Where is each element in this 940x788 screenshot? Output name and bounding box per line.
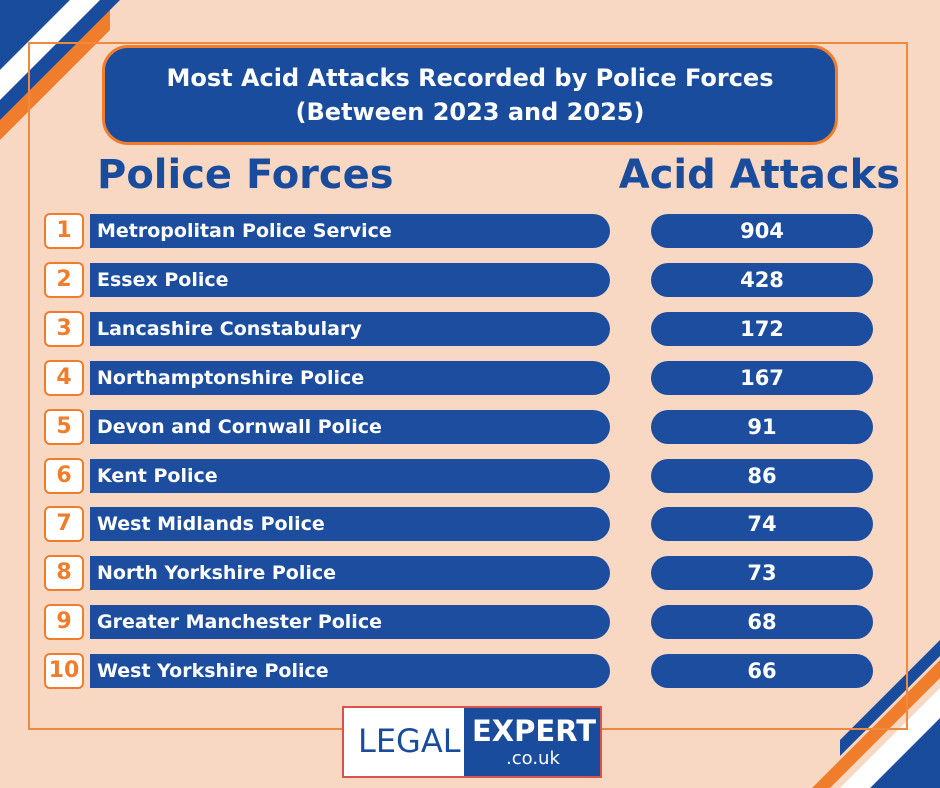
acid-attacks: 68: [651, 605, 873, 640]
rank: 1: [44, 213, 84, 249]
logo-text: LEGAL: [358, 722, 461, 760]
acid-attacks: 66: [651, 654, 873, 689]
rank: 6: [44, 457, 84, 494]
rank: 4: [44, 359, 84, 396]
rank: 10: [44, 653, 84, 690]
acid-attacks: 428: [651, 262, 873, 297]
acid-attacks: 91: [651, 409, 873, 444]
logo: LEGAL EXPERT .co.uk: [342, 706, 602, 778]
title-banner: Most Acid Attacks Recorded by Police For…: [102, 45, 838, 145]
logo-box: EXPERT .co.uk: [464, 708, 600, 776]
police-force: Kent Police: [90, 458, 610, 493]
acid-attacks: 904: [651, 214, 873, 248]
column-header: Acid Attacks: [618, 152, 900, 198]
rank: 2: [44, 261, 84, 298]
logo-domain: .co.uk: [506, 748, 560, 769]
police-force: Essex Police: [90, 262, 610, 297]
police-force: North Yorkshire Police: [90, 556, 610, 591]
rank: 7: [44, 506, 84, 543]
police-force: West Yorkshire Police: [90, 654, 610, 689]
rank: 8: [44, 555, 84, 592]
police-force: Metropolitan Police Service: [90, 214, 610, 248]
column-header: Police Forces: [97, 152, 394, 198]
rank: 9: [44, 604, 84, 641]
logo-text: EXPERT: [472, 714, 597, 748]
police-force: West Midlands Police: [90, 507, 610, 542]
acid-attacks: 86: [651, 458, 873, 493]
police-force: Lancashire Constabulary: [90, 311, 610, 346]
police-force: Devon and Cornwall Police: [90, 409, 610, 444]
rank: 5: [44, 408, 84, 445]
title-line: (Between 2023 and 2025): [295, 98, 645, 126]
acid-attacks: 74: [651, 507, 873, 542]
acid-attacks: 167: [651, 360, 873, 395]
rank: 3: [44, 310, 84, 347]
title-line: Most Acid Attacks Recorded by Police For…: [166, 64, 774, 92]
acid-attacks: 73: [651, 556, 873, 591]
police-force: Greater Manchester Police: [90, 605, 610, 640]
police-force: Northamptonshire Police: [90, 360, 610, 395]
acid-attacks: 172: [651, 311, 873, 346]
